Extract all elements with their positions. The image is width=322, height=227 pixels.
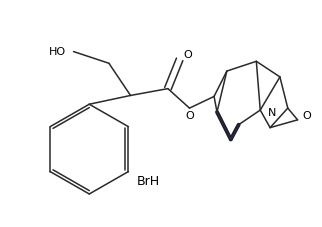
Text: BrH: BrH	[137, 175, 160, 188]
Text: O: O	[302, 111, 311, 121]
Text: O: O	[185, 111, 194, 121]
Text: O: O	[184, 50, 192, 60]
Text: HO: HO	[49, 47, 66, 57]
Text: N: N	[268, 108, 277, 118]
